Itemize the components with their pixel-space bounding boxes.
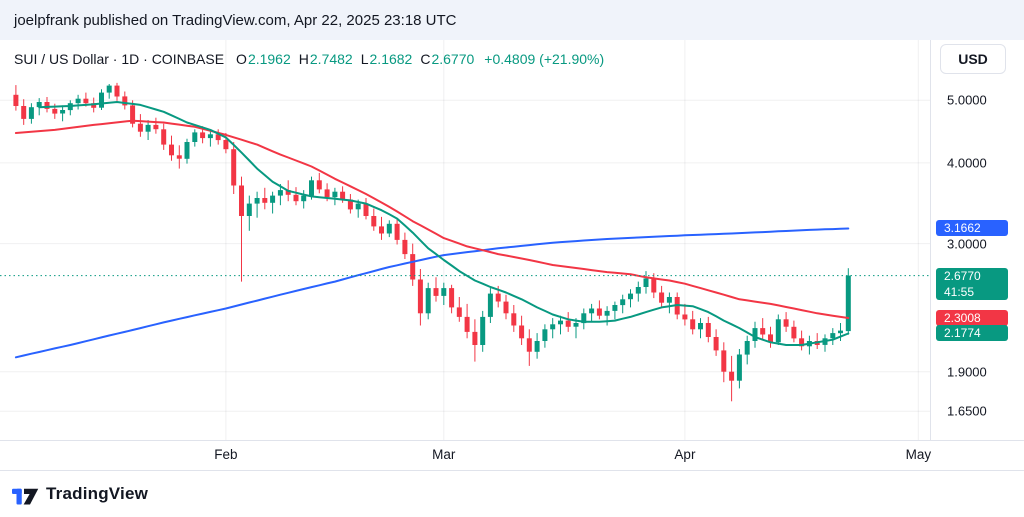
- ma-mid-line: [14, 119, 850, 319]
- ma-lines-layer: [14, 101, 850, 359]
- ma-fast-line: [38, 101, 850, 346]
- x-axis-label: Apr: [674, 447, 696, 462]
- price-chart-svg[interactable]: [0, 40, 930, 440]
- y-axis-label: 1.9000: [947, 364, 987, 380]
- x-axis-label: Mar: [432, 447, 456, 462]
- ohlc-c: C2.6770: [420, 51, 475, 67]
- symbol-title: SUI / US Dollar · 1D · COINBASE: [14, 51, 225, 67]
- ohlc-l: L2.1682: [360, 51, 413, 67]
- ohlc-o: O2.1962: [236, 51, 291, 67]
- currency-toggle-button[interactable]: USD: [940, 44, 1006, 74]
- grid-layer: [0, 40, 930, 440]
- ohlc-values: O2.1962 H2.7482 L2.1682 C2.6770: [236, 51, 482, 67]
- last-price-badge: 2.6770 41:55: [936, 267, 1008, 300]
- y-axis-label: 4.0000: [947, 155, 987, 171]
- tradingview-logo-icon[interactable]: [12, 483, 39, 505]
- y-axis-label: 5.0000: [947, 92, 987, 108]
- price-axis[interactable]: 5.0000 4.0000 3.0000 1.9000 1.6500 3.1662 2.67…: [930, 40, 1024, 440]
- ma-long-value-badge: 3.1662: [936, 220, 1008, 237]
- candles-layer: [13, 82, 851, 402]
- time-axis[interactable]: Feb Mar Apr May: [0, 440, 1024, 470]
- x-axis-label: Feb: [214, 447, 238, 462]
- x-axis-label: May: [905, 447, 932, 462]
- tradingview-brand-text[interactable]: TradingView: [46, 484, 149, 503]
- chart-header: SUI / US Dollar · 1D · COINBASE O2.1962 H…: [14, 51, 604, 67]
- published-info-text: joelpfrank published on TradingView.com,…: [14, 11, 457, 29]
- chart-area[interactable]: SUI / US Dollar · 1D · COINBASE O2.1962 H…: [0, 40, 1024, 470]
- y-axis-label: 3.0000: [947, 236, 987, 252]
- ma-mid-value-badge: 2.3008: [936, 310, 1008, 327]
- y-axis-label: 1.6500: [947, 403, 987, 419]
- ma-fast-value-badge: 2.1774: [936, 325, 1008, 342]
- published-info-bar: joelpfrank published on TradingView.com,…: [0, 0, 1024, 40]
- ohlc-h: H2.7482: [298, 51, 353, 67]
- footer: TradingView: [0, 470, 1024, 517]
- ma-long-line: [14, 227, 850, 359]
- price-change: +0.4809 (+21.90%): [484, 51, 605, 67]
